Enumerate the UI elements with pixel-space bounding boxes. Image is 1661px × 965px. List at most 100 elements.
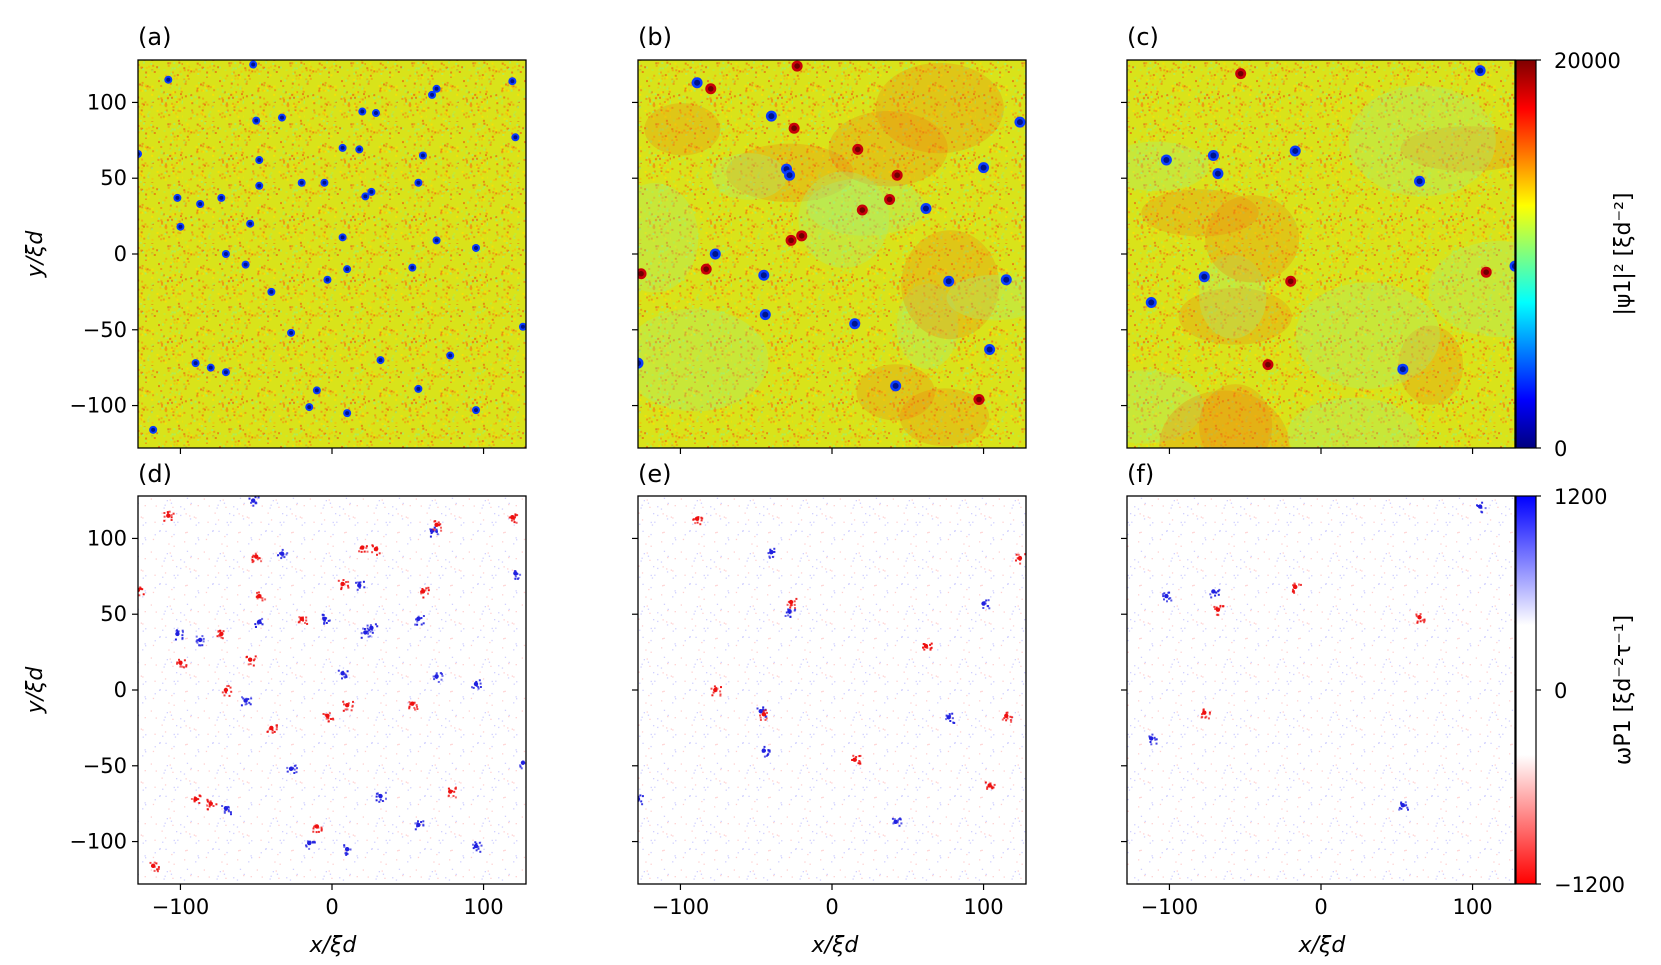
y-tick-label: 100 <box>87 526 127 550</box>
vorticity-positive-d-17 <box>221 805 232 816</box>
vorticity-negative-d-14 <box>221 685 233 697</box>
vorticity-negative-d-23 <box>149 861 160 873</box>
vorticity-positive-d-1 <box>277 548 289 560</box>
vortex-core-center-b-6 <box>762 311 769 318</box>
vortex-core-center-c-1 <box>1214 170 1221 177</box>
vorticity-positive-d-13 <box>432 672 444 683</box>
vortex-core-center-a-47 <box>520 324 525 329</box>
vorticity-negative-d-19 <box>190 794 202 804</box>
vortex-core-center-a-42 <box>416 386 421 391</box>
vortex-core-center-c-5 <box>1477 67 1484 74</box>
density-peak-center-b-0 <box>707 85 714 92</box>
x-axis-title-d: x/ξd <box>309 933 358 958</box>
vortex-core-center-a-45 <box>473 408 478 413</box>
density-peak-center-c-3 <box>1483 269 1490 275</box>
vortex-core-center-a-22 <box>257 183 262 188</box>
vorticity-positive-f-4 <box>1398 801 1409 811</box>
x-axis-title-f: x/ξd <box>1298 933 1347 958</box>
vorticity-negative-f-2 <box>1415 613 1426 624</box>
vorticity-negative-d-22 <box>447 786 457 799</box>
vorticity-positive-d-11 <box>366 623 379 634</box>
panel-c-density <box>1121 59 1516 454</box>
vorticity-positive-e-0 <box>767 547 776 559</box>
vorticity-negative-d-7 <box>371 544 381 556</box>
vorticity-negative-d-11 <box>216 629 225 640</box>
vorticity-negative-e-5 <box>1001 711 1013 723</box>
vorticity-positive-d-6 <box>174 629 184 641</box>
y-tick-label: −50 <box>83 318 127 342</box>
vortex-core-center-a-19 <box>219 195 224 200</box>
colorbar-vorticity-mid: 0 <box>1554 679 1567 703</box>
vortex-core-center-a-9 <box>299 180 304 185</box>
vorticity-negative-d-3 <box>255 591 267 602</box>
density-peak-center-b-8 <box>798 233 805 239</box>
density-peak-center-b-2 <box>791 125 797 132</box>
vortex-core-center-a-43 <box>448 353 453 358</box>
vorticity-positive-d-21 <box>375 791 387 803</box>
colorbar-density-min: 0 <box>1554 437 1567 461</box>
vortex-core-center-a-34 <box>340 235 345 240</box>
panel-label-e: (e) <box>638 460 672 488</box>
colorbar-vorticity-label: ωP1 [ξd⁻²τ⁻¹] <box>1611 615 1636 765</box>
vortex-core-center-c-0 <box>1210 152 1217 159</box>
vorticity-positive-d-3 <box>355 580 366 591</box>
x-tick-label: −100 <box>652 895 710 919</box>
vorticity-negative-e-2 <box>710 685 722 697</box>
density-peak-center-b-7 <box>788 237 794 244</box>
density-peak-center-b-3 <box>854 146 861 153</box>
vorticity-negative-e-1 <box>786 597 798 609</box>
vortex-core-center-a-39 <box>314 388 319 393</box>
vortex-core-center-b-12 <box>945 278 952 285</box>
vorticity-positive-e-3 <box>891 817 903 827</box>
vorticity-negative-d-10 <box>508 513 519 524</box>
vorticity-negative-d-0 <box>163 510 175 522</box>
vortex-core-center-b-3 <box>786 172 793 179</box>
vortex-core-center-b-9 <box>638 360 641 367</box>
vorticity-positive-d-19 <box>343 844 352 856</box>
y-axis-title-d: y/ξd <box>23 666 48 715</box>
vortex-core-center-a-25 <box>325 277 330 282</box>
vortex-core-center-a-12 <box>420 153 425 158</box>
y-tick-label: 50 <box>100 602 127 626</box>
vorticity-positive-e-1 <box>784 608 797 618</box>
vortex-core-center-a-15 <box>510 79 515 84</box>
vorticity-negative-d-16 <box>342 700 354 712</box>
vortex-core-center-a-36 <box>193 361 198 366</box>
panel-e-vorticity: −100 0 100 <box>632 495 1027 919</box>
vortex-core-center-a-32 <box>410 265 415 270</box>
vortex-core-center-a-31 <box>473 245 478 250</box>
vorticity-positive-e-6 <box>945 712 956 724</box>
vorticity-positive-f-3 <box>1148 733 1158 746</box>
panel-label-d: (d) <box>138 460 172 488</box>
vortex-core-center-b-13 <box>1003 276 1010 283</box>
panel-label-a: (a) <box>138 23 171 51</box>
colorbar-vorticity-min: −1200 <box>1554 873 1625 897</box>
vortex-core-center-b-10 <box>980 164 987 171</box>
vorticity-positive-d-18 <box>305 840 316 850</box>
vorticity-negative-e-0 <box>692 516 704 526</box>
vortex-core-center-a-20 <box>248 221 253 226</box>
x-tick-label: 100 <box>964 895 1004 919</box>
density-peak-center-c-2 <box>1265 361 1271 368</box>
vortex-core-center-a-21 <box>178 224 183 229</box>
vorticity-negative-f-3 <box>1200 708 1211 720</box>
vortex-core-center-a-44 <box>378 358 383 363</box>
vorticity-positive-e-2 <box>761 745 771 758</box>
vortex-core-center-b-4 <box>712 251 719 257</box>
y-tick-label: −100 <box>69 830 127 854</box>
vorticity-negative-d-20 <box>206 798 218 811</box>
vortex-core-center-a-30 <box>434 238 439 243</box>
panel-d-vorticity: −100 0 100 −100 −50 0 50 100 <box>69 495 527 919</box>
x-axis-title-e: x/ξd <box>811 933 860 958</box>
panel-label-c: (c) <box>1127 23 1159 51</box>
vorticity-negative-d-21 <box>312 824 323 834</box>
vorticity-negative-e-8 <box>759 709 768 721</box>
vorticity-negative-d-17 <box>408 701 419 711</box>
vorticity-positive-d-8 <box>254 617 264 628</box>
vortex-core-center-a-26 <box>345 267 350 272</box>
y-tick-label: 0 <box>114 242 127 266</box>
vortex-core-center-c-8 <box>1399 366 1406 373</box>
vorticity-negative-f-0 <box>1213 604 1225 617</box>
density-peak-center-b-6 <box>859 207 866 213</box>
vortex-core-center-a-4 <box>279 115 284 120</box>
